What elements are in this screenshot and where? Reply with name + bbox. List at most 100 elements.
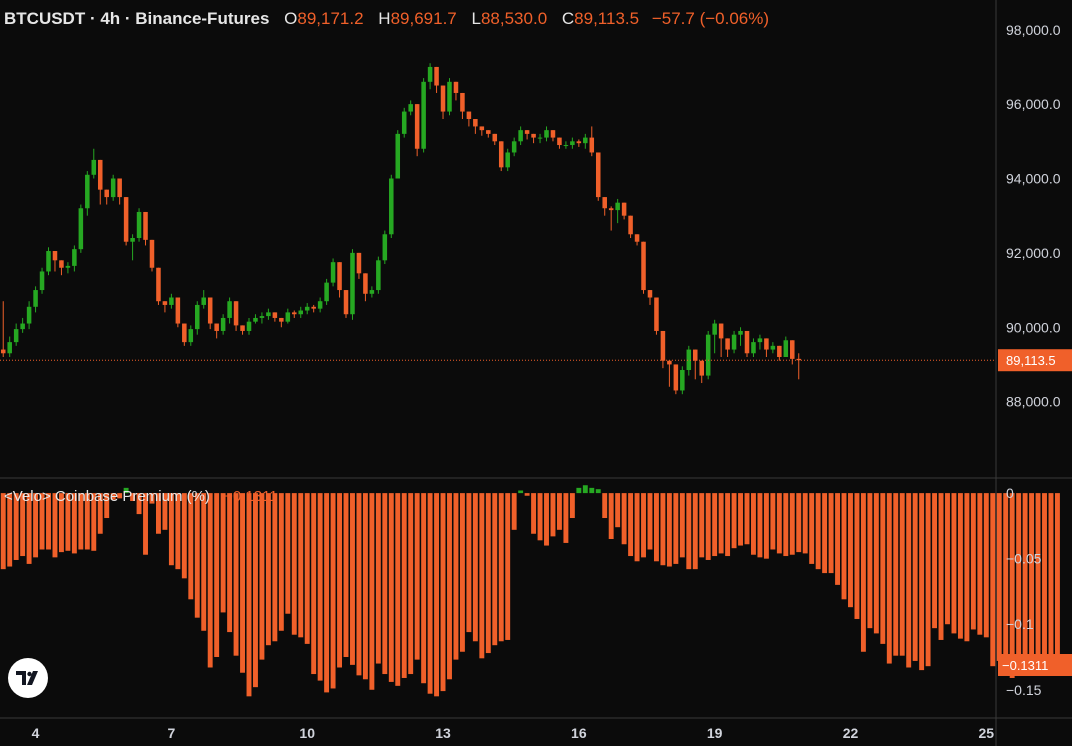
candle-body <box>39 271 45 291</box>
candle <box>0 301 6 357</box>
candle <box>85 171 90 216</box>
candle-body <box>20 323 25 330</box>
candle-body <box>33 290 38 307</box>
premium-pane[interactable] <box>0 485 1060 697</box>
premium-bar <box>705 493 711 560</box>
candle-body <box>505 152 510 168</box>
premium-bar <box>330 493 336 689</box>
candle <box>744 330 750 357</box>
premium-bar <box>828 493 834 574</box>
candle-body <box>660 330 666 361</box>
open-label: O <box>284 9 298 28</box>
price-tick-label: 96,000.0 <box>1006 96 1061 112</box>
tradingview-logo-glyph <box>16 671 38 685</box>
candle <box>33 286 38 313</box>
candle <box>285 308 291 324</box>
candle <box>408 100 413 116</box>
candle-body <box>292 312 297 315</box>
indicator-name[interactable]: <Velo> Coinbase Premium (%) <box>4 488 210 505</box>
candle-body <box>279 317 284 322</box>
premium-bar <box>227 493 233 633</box>
candle-body <box>647 290 653 298</box>
candle <box>389 174 394 238</box>
high-value: 89,691.7 <box>390 9 457 28</box>
candle <box>117 178 122 205</box>
candle-body <box>214 323 219 331</box>
candle-body <box>110 178 116 198</box>
premium-bar <box>957 493 963 639</box>
premium-bar <box>563 493 569 543</box>
premium-bar <box>763 493 769 559</box>
symbol-title[interactable]: BTCUSDT · 4h · Binance-Futures <box>4 9 270 28</box>
premium-bar <box>544 493 549 546</box>
premium-bar <box>977 493 983 635</box>
premium-bar <box>259 493 265 660</box>
premium-bar <box>537 493 543 541</box>
premium-bar <box>149 493 155 504</box>
candle <box>46 247 51 276</box>
candle <box>796 353 802 380</box>
candle <box>440 85 446 119</box>
candle-body <box>330 262 336 283</box>
candle <box>583 133 588 149</box>
candle <box>731 330 737 354</box>
candle-body <box>518 130 523 142</box>
premium-bar <box>97 493 103 534</box>
candle <box>764 338 769 357</box>
candle <box>570 137 575 149</box>
premium-bar <box>731 493 737 549</box>
candle-body <box>389 178 394 235</box>
candle <box>337 262 342 298</box>
premium-bar <box>692 493 698 570</box>
candle-body <box>13 329 19 343</box>
premium-bar <box>175 493 181 570</box>
candle-body <box>395 133 401 179</box>
candle <box>634 234 640 246</box>
candle <box>72 245 77 272</box>
time-tick-label: 4 <box>32 725 40 741</box>
premium-bar <box>653 493 659 562</box>
candle-body <box>667 360 672 365</box>
premium-bar <box>298 493 304 638</box>
premium-bar <box>375 493 381 664</box>
premium-bar <box>130 493 136 501</box>
premium-bar <box>350 493 355 665</box>
candle <box>214 323 219 339</box>
premium-bar <box>912 493 918 661</box>
candle <box>595 152 601 201</box>
candle <box>78 204 84 253</box>
candle <box>233 301 239 331</box>
candle <box>453 81 459 101</box>
candle-body <box>233 301 239 326</box>
candle <box>751 338 756 357</box>
premium-bar <box>1022 493 1028 675</box>
candle-body <box>628 215 633 235</box>
candle <box>376 256 381 294</box>
candle <box>699 360 704 384</box>
premium-bar <box>104 493 110 519</box>
candle-body <box>72 249 77 266</box>
candle <box>169 293 174 309</box>
premium-bar <box>518 490 524 494</box>
candle <box>39 267 45 294</box>
candle-body <box>7 342 12 354</box>
premium-bar <box>343 493 349 657</box>
candle <box>434 66 439 93</box>
tradingview-logo-icon[interactable] <box>8 658 48 698</box>
candle <box>777 345 782 361</box>
price-pane[interactable] <box>0 63 996 395</box>
candle-body <box>162 301 168 305</box>
candle <box>356 252 362 279</box>
premium-bar <box>253 493 258 688</box>
premium-bar <box>550 493 556 537</box>
premium-bar <box>265 493 271 646</box>
candle <box>505 148 510 172</box>
premium-bar <box>278 493 284 631</box>
candle-body <box>447 81 452 112</box>
premium-bar <box>770 493 776 550</box>
candle <box>227 297 232 324</box>
last-premium-badge <box>998 653 1072 676</box>
candle <box>473 119 478 134</box>
candle <box>783 336 789 357</box>
